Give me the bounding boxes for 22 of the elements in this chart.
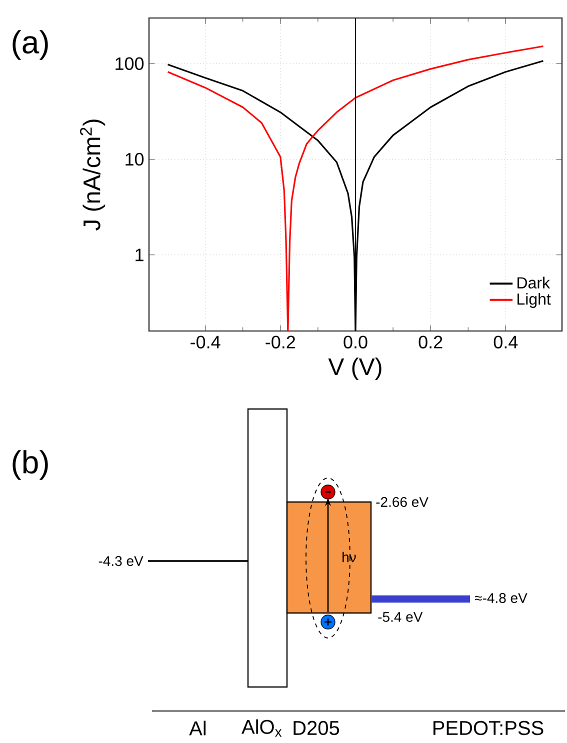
x-tick-label: 0.0 bbox=[344, 336, 368, 348]
text: (b) bbox=[12, 450, 48, 480]
text: -4.3 eV bbox=[98, 556, 144, 566]
chart-title: (a) bbox=[12, 30, 48, 60]
legend-label: Dark bbox=[518, 276, 550, 289]
category-label: PEDOT:PSS bbox=[434, 720, 544, 736]
y-tick-label: 100 bbox=[116, 57, 144, 70]
text: -2.66 eV bbox=[376, 497, 428, 507]
x-tick-label: -0.4 bbox=[190, 336, 220, 348]
text: -5.4 eV bbox=[378, 612, 423, 622]
y-tick-label: 1 bbox=[136, 248, 144, 262]
x-axis-title: V (V) bbox=[328, 358, 382, 380]
x-tick-label: 0.2 bbox=[418, 336, 442, 348]
category-label: Al bbox=[189, 720, 206, 736]
y-tick-label: 10 bbox=[126, 152, 144, 166]
x-tick-label: -0.2 bbox=[266, 336, 296, 348]
text: ≈-4.8 eV bbox=[474, 593, 528, 603]
x-tick-label: 0.4 bbox=[494, 336, 518, 348]
category-label: D205 bbox=[294, 720, 340, 736]
y-axis-title: J (nA/cm$^{2}$) bbox=[80, 120, 106, 230]
category-label: AlO$_{x}$ bbox=[242, 719, 282, 737]
legend-label: Light bbox=[518, 293, 551, 308]
